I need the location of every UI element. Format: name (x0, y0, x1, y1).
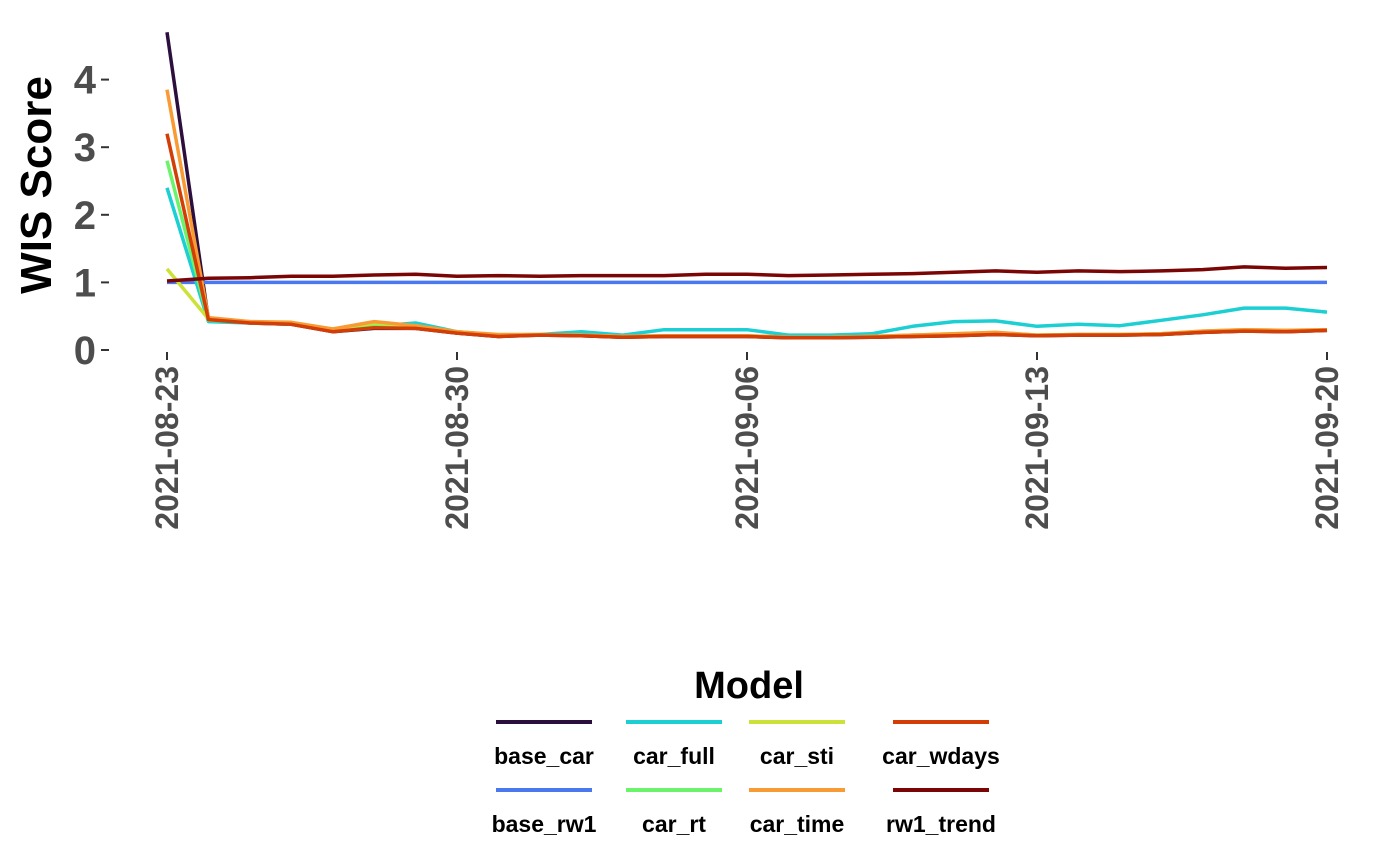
legend-title: Model (694, 665, 804, 707)
y-tick-label: 4 (74, 59, 97, 103)
legend-label-base-car: base_car (494, 743, 594, 769)
legend-label-car-sti: car_sti (760, 743, 834, 769)
legend-label-rw1-trend: rw1_trend (886, 811, 996, 837)
y-tick-label: 1 (74, 261, 96, 305)
legend-label-base-rw1: base_rw1 (492, 811, 597, 837)
legend-label-car-rt: car_rt (642, 811, 706, 837)
x-tick-label: 2021-09-06 (729, 366, 765, 530)
legend-label-car-time: car_time (750, 811, 845, 837)
legend: Model base_car base_rw1 car_full car_rt car_… (492, 665, 1000, 837)
series-line-car-full (165, 187, 1328, 337)
series-line-base-car (165, 32, 1328, 340)
series-line-car-wdays (165, 133, 1328, 340)
y-tick-label: 0 (74, 329, 96, 373)
plot-lines (165, 32, 1328, 340)
y-tick-label: 2 (74, 194, 96, 238)
legend-label-car-wdays: car_wdays (882, 743, 1000, 769)
series-line-car-rt (165, 160, 1328, 339)
y-axis: 0 1 2 3 4 (74, 59, 109, 373)
x-tick-label: 2021-09-20 (1309, 366, 1345, 530)
x-tick-label: 2021-09-13 (1019, 366, 1055, 530)
y-tick-label: 3 (74, 126, 96, 170)
x-tick-label: 2021-08-30 (439, 366, 475, 530)
x-axis: 2021-08-23 2021-08-30 2021-09-06 2021-09-13… (149, 352, 1345, 530)
series-line-rw1-trend (166, 265, 1328, 283)
y-axis-title: WIS Score (12, 76, 61, 294)
legend-label-car-full: car_full (633, 743, 715, 769)
legend-items: base_carbase_rw1car_fullcar_rtcar_sticar… (492, 720, 1000, 837)
x-tick-label: 2021-08-23 (149, 366, 185, 530)
series-line-car-time (165, 89, 1328, 339)
